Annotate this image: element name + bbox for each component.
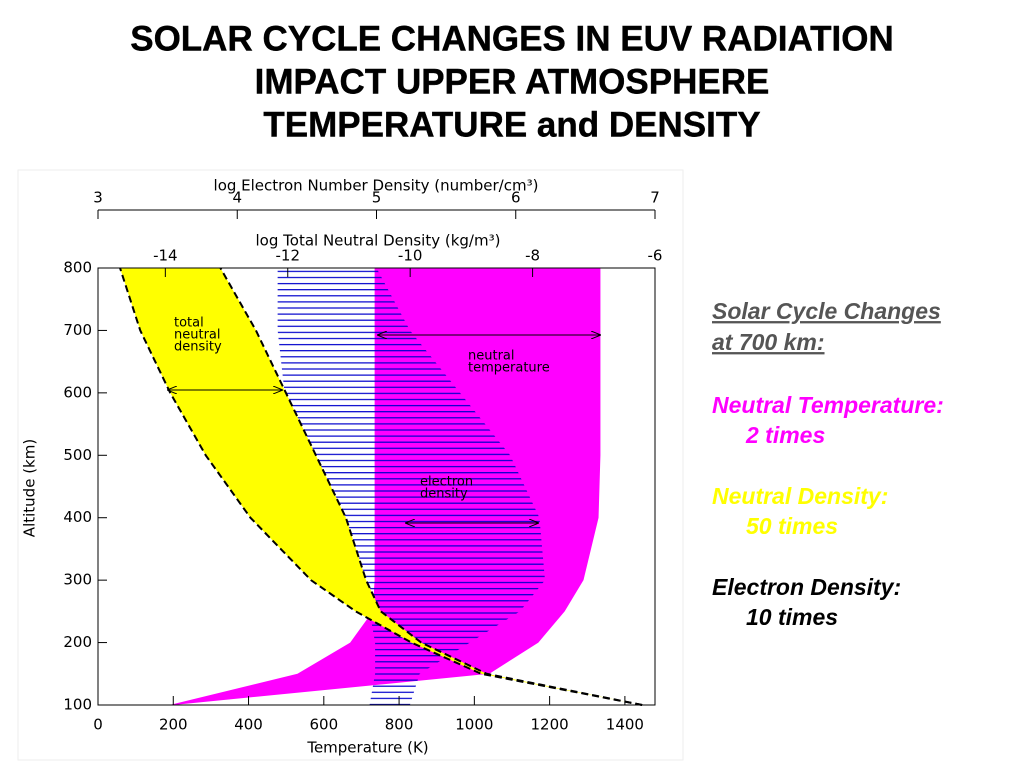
x-tick-label: 0 [93,716,103,734]
y-tick-label: 500 [63,446,92,464]
x-tick-label: 400 [234,716,263,734]
note-value: 2 times [745,422,825,448]
title: IMPACT UPPER ATMOSPHERE [255,62,770,101]
band [120,268,643,705]
y-tick-label: 300 [63,571,92,589]
x3-tick-label: 4 [232,189,242,207]
x2-axis-label: log Total Neutral Density (kg/m³) [256,232,501,250]
x3-tick-label: 6 [511,189,521,207]
y-tick-label: 600 [63,383,92,401]
notes-heading: Solar Cycle Changes [712,298,941,324]
band-label: total [174,316,204,331]
x-tick-label: 600 [309,716,338,734]
y-tick-label: 400 [63,508,92,526]
note-value: 50 times [746,513,838,539]
band-label: temperature [468,361,550,376]
x2-tick-label: -8 [525,247,540,265]
x3-tick-label: 3 [93,189,103,207]
x-tick-label: 800 [385,716,414,734]
band-label: neutral [174,328,221,343]
x-tick-label: 1000 [455,716,493,734]
band-label: density [174,340,222,355]
x-axis-label: Temperature (K) [306,739,428,757]
note-value: 10 times [746,604,838,630]
y-tick-label: 800 [63,259,92,277]
note-label: Electron Density: [712,574,901,600]
x2-tick-label: -12 [275,247,300,265]
x-tick-label: 1400 [606,716,644,734]
x-tick-label: 1200 [531,716,569,734]
band-edge [219,267,643,706]
plot-frame [97,267,656,706]
y-axis-label: Altitude (km) [21,439,39,537]
note-label: Neutral Temperature: [712,392,944,418]
x2-tick-label: -14 [153,247,178,265]
x-tick-label: 200 [159,716,188,734]
y-tick-label: 700 [63,321,92,339]
title: TEMPERATURE and DENSITY [263,105,760,144]
band-label: electron [420,475,473,490]
notes-heading: at 700 km: [712,329,825,355]
band-label: density [420,487,468,502]
x3-tick-label: 7 [650,189,660,207]
title: SOLAR CYCLE CHANGES IN EUV RADIATION [130,19,894,58]
band-label: neutral [468,349,515,364]
y-tick-label: 100 [63,696,92,714]
note-label: Neutral Density: [712,483,888,509]
x3-axis-label: log Electron Number Density (number/cm³) [214,177,539,195]
band-edge [119,267,643,706]
y-tick-label: 200 [63,633,92,651]
x2-tick-label: -6 [648,247,663,265]
x2-tick-label: -10 [398,247,423,265]
x3-tick-label: 5 [372,189,382,207]
band [277,268,545,705]
